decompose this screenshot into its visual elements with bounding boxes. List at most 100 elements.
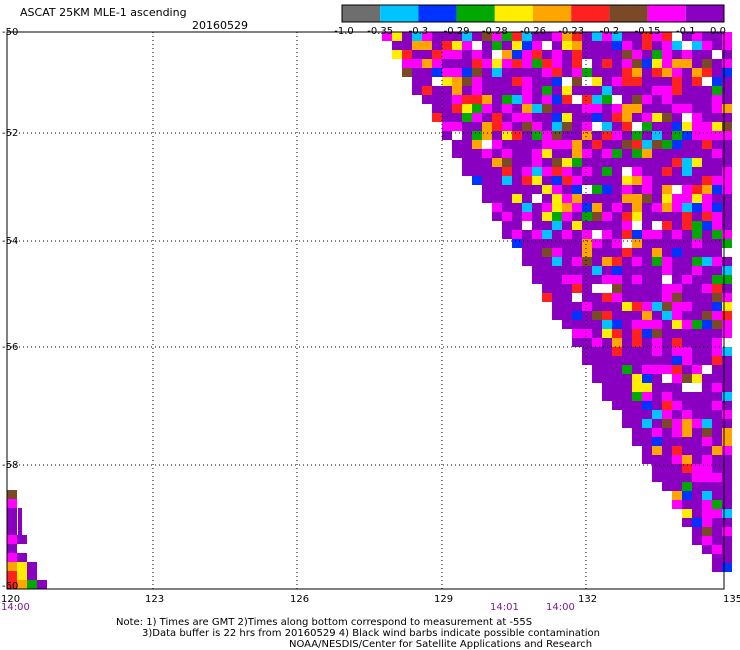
swath-cell [712, 311, 722, 320]
swath-cell [462, 50, 472, 59]
swath-cell [712, 518, 722, 527]
swath-cell [682, 248, 692, 257]
swath-cell [552, 293, 562, 302]
swath-cell [482, 131, 492, 140]
swath-cell [622, 176, 632, 185]
swath-cell [612, 176, 622, 185]
swath-cell [722, 248, 732, 257]
swath-cell [582, 320, 592, 329]
swath-cell [642, 32, 652, 41]
swath-cell [722, 491, 732, 500]
swath-cell [722, 230, 732, 239]
swath-cell [592, 293, 602, 302]
swath-cell [662, 149, 672, 158]
swath-cell [672, 365, 682, 374]
swath-cell [522, 203, 532, 212]
swath-cell [602, 185, 612, 194]
swath-cell [702, 95, 712, 104]
swath-cell [702, 383, 712, 392]
swath-cell [682, 401, 692, 410]
swath-cell [702, 311, 712, 320]
swath-cell [672, 95, 682, 104]
swath-cell [712, 365, 722, 374]
swath-cell [712, 221, 722, 230]
swath-cell [572, 122, 582, 131]
swath-cell [642, 68, 652, 77]
swath-cell [582, 86, 592, 95]
swath-cell [662, 167, 672, 176]
swath-cell [682, 203, 692, 212]
swath-cell [642, 149, 652, 158]
swath-cell [622, 419, 632, 428]
swath-cell [712, 266, 722, 275]
swath-cell [692, 185, 702, 194]
swath-cell [622, 131, 632, 140]
swath-cell [722, 302, 732, 311]
swath-cell [702, 50, 712, 59]
swath-cell [692, 176, 702, 185]
swath-cell [712, 464, 722, 473]
swath-cell [582, 293, 592, 302]
swath-cell [712, 392, 722, 401]
swath-cell [712, 563, 722, 572]
swath-cell [512, 221, 522, 230]
swath-cell [552, 140, 562, 149]
swath-cell [612, 194, 622, 203]
swath-cell [682, 221, 692, 230]
swath-cell [532, 122, 542, 131]
swath-cell [642, 239, 652, 248]
swath-cell [722, 176, 732, 185]
swath-cell [702, 455, 712, 464]
swath-cell [722, 383, 732, 392]
swath-cell [652, 149, 662, 158]
swath-cell [422, 77, 432, 86]
swath-cell [672, 329, 682, 338]
swath-cell [622, 68, 632, 77]
swath-cell [712, 77, 722, 86]
swath-cell [662, 419, 672, 428]
swath-cell [712, 68, 722, 77]
swath-cell [622, 383, 632, 392]
swath-cell [542, 275, 552, 284]
swath-cell [7, 553, 17, 562]
swath-cell [592, 266, 602, 275]
swath-cell [682, 338, 692, 347]
swath-cell [692, 509, 702, 518]
swath-cell [562, 302, 572, 311]
swath-cell [472, 50, 482, 59]
swath-cell [692, 158, 702, 167]
swath-cell [602, 293, 612, 302]
swath-cell [552, 185, 562, 194]
swath-cell [712, 149, 722, 158]
swath-cell [712, 401, 722, 410]
swath-cell [682, 95, 692, 104]
swath-cell [552, 86, 562, 95]
swath-cell [652, 464, 662, 473]
swath-cell [632, 383, 642, 392]
swath-cell [412, 68, 422, 77]
colorbar-label: -0.26 [520, 26, 546, 37]
swath-cell [722, 158, 732, 167]
swath-cell [582, 41, 592, 50]
swath-cell [632, 320, 642, 329]
swath-cell [692, 356, 702, 365]
swath-cell [512, 95, 522, 104]
swath-cell [602, 329, 612, 338]
swath-cell [532, 275, 542, 284]
swath-cell [612, 356, 622, 365]
swath-cell [532, 248, 542, 257]
swath-cell [422, 41, 432, 50]
swath-cell [572, 329, 582, 338]
swath-cell [662, 275, 672, 284]
swath-cell [572, 239, 582, 248]
swath-cell [532, 239, 542, 248]
swath-cell [542, 95, 552, 104]
swath-cell [712, 428, 722, 437]
swath-cell [682, 140, 692, 149]
swath-cell [432, 41, 442, 50]
swath-cell [582, 131, 592, 140]
note-line-3: NOAA/NESDIS/Center for Satellite Applica… [289, 639, 593, 650]
swath-cell [392, 41, 402, 50]
swath-cell [502, 122, 512, 131]
swath-cell [662, 86, 672, 95]
